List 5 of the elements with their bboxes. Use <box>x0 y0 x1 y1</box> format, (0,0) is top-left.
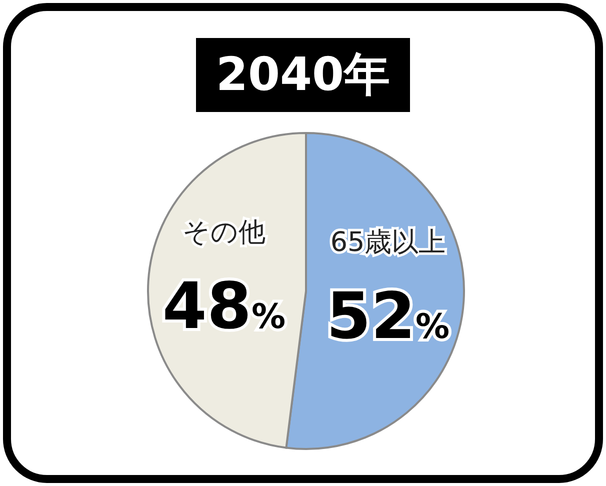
chart-title: 2040年 <box>216 47 390 101</box>
data-label: 48% <box>162 270 286 344</box>
slice-label: その他 <box>182 216 266 248</box>
slice-label: 65歳以上 <box>330 227 446 258</box>
data-label: 52% <box>326 280 450 354</box>
